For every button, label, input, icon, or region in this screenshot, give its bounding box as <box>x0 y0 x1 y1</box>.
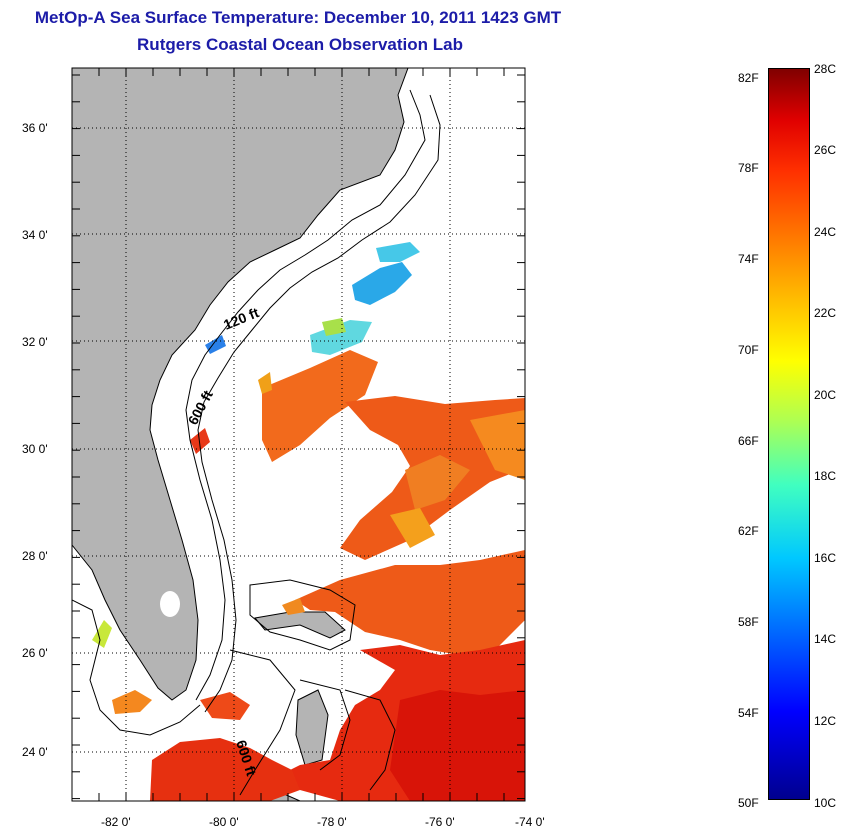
colorbar-label-f: 78F <box>738 161 759 175</box>
colorbar-label-c: 12C <box>814 714 837 728</box>
colorbar-label-f: 74F <box>738 252 759 266</box>
colorbar-label-c: 22C <box>814 306 837 320</box>
colorbar-label-c: 26C <box>814 143 837 157</box>
lat-tick-label: 36 0' <box>22 121 48 135</box>
land-andros <box>295 689 329 766</box>
colorbar-label-f: 82F <box>738 71 759 85</box>
colorbar-label-c: 10C <box>814 796 837 810</box>
colorbar-label-f: 66F <box>738 434 759 448</box>
land-us-mainland <box>72 68 409 701</box>
lon-tick-label: -80 0' <box>209 815 239 829</box>
colorbar-label-c: 28C <box>814 62 837 76</box>
lon-tick-label: -74 0' <box>515 815 545 829</box>
lat-tick-label: 32 0' <box>22 335 48 349</box>
land-bahamas-north <box>254 611 346 639</box>
colorbar-label-f: 70F <box>738 343 759 357</box>
colorbar-label-c: 16C <box>814 551 837 565</box>
colorbar-label-f: 54F <box>738 706 759 720</box>
lake-okeechobee <box>160 591 180 617</box>
map-title: MetOp-A Sea Surface Temperature: Decembe… <box>34 8 562 27</box>
colorbar-label-c: 18C <box>814 469 837 483</box>
map-frame <box>71 67 526 802</box>
lat-tick-label: 28 0' <box>22 549 48 563</box>
map-subtitle: Rutgers Coastal Ocean Observation Lab <box>137 35 463 54</box>
temperature-colorbar <box>768 68 810 800</box>
lat-tick-label: 30 0' <box>22 442 48 456</box>
colorbar-label-f: 50F <box>738 796 759 810</box>
colorbar-label-f: 58F <box>738 615 759 629</box>
colorbar-label-c: 14C <box>814 632 837 646</box>
lon-tick-label: -76 0' <box>425 815 455 829</box>
lat-tick-label: 24 0' <box>22 745 48 759</box>
tick-marks <box>71 68 525 801</box>
colorbar-label-c: 24C <box>814 225 837 239</box>
lat-tick-label: 26 0' <box>22 646 48 660</box>
sst-patches <box>92 242 525 801</box>
colorbar-label-f: 62F <box>738 524 759 538</box>
lon-tick-label: -82 0' <box>101 815 131 829</box>
colorbar-label-c: 20C <box>814 388 837 402</box>
lat-tick-label: 34 0' <box>22 228 48 242</box>
lon-tick-label: -78 0' <box>317 815 347 829</box>
